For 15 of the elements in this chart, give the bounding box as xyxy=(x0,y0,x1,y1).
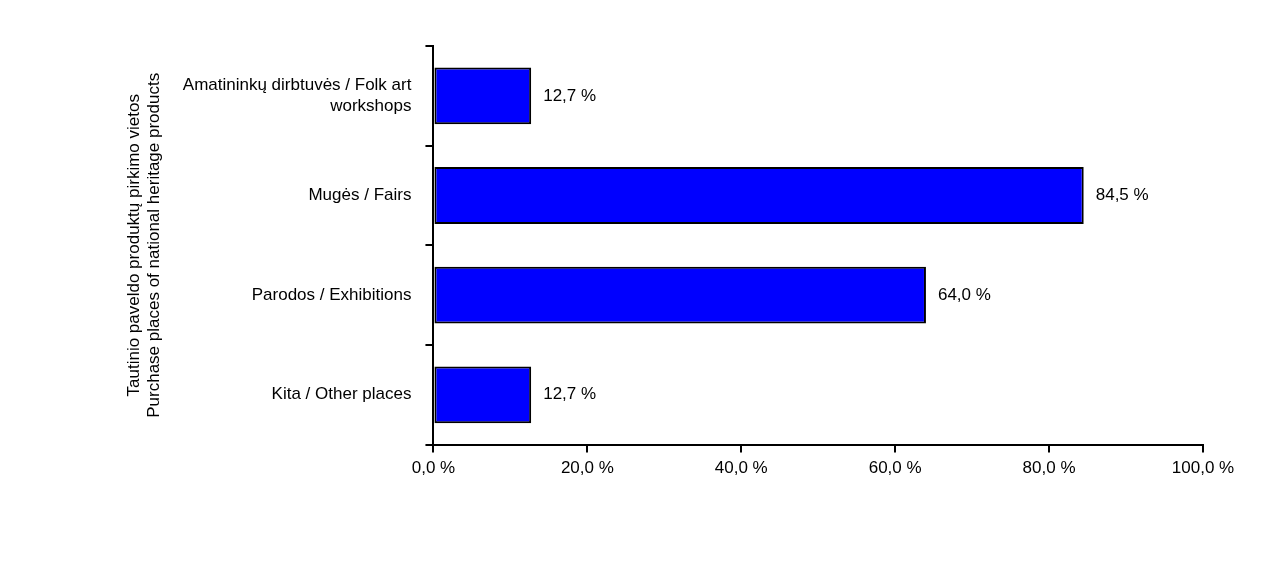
data-label: 84,5 % xyxy=(1095,185,1149,205)
x-tick-label: 80,0 % xyxy=(1022,458,1076,478)
x-tick-label: 40,0 % xyxy=(714,458,768,478)
y-axis-title: Tautinio paveldo produktų pirkimo vietos Purchase places of national heritage products xyxy=(123,72,164,418)
y-tick-label: Kita / Other places xyxy=(271,384,412,404)
x-tick-label: 100,0 % xyxy=(1171,458,1235,478)
y-tick-label: Parodos / Exhibitions xyxy=(251,284,412,304)
x-tick-label: 60,0 % xyxy=(868,458,922,478)
x-tick-label: 0,0 % xyxy=(411,458,456,478)
data-label: 12,7 % xyxy=(543,85,597,105)
y-tick-label: Amatininkų dirbtuvės / Folk art workshops xyxy=(182,75,412,115)
y-tick-label: Mugės / Fairs xyxy=(308,185,412,205)
data-label: 12,7 % xyxy=(543,384,597,404)
x-tick-label: 20,0 % xyxy=(560,458,614,478)
data-label: 64,0 % xyxy=(937,284,991,304)
